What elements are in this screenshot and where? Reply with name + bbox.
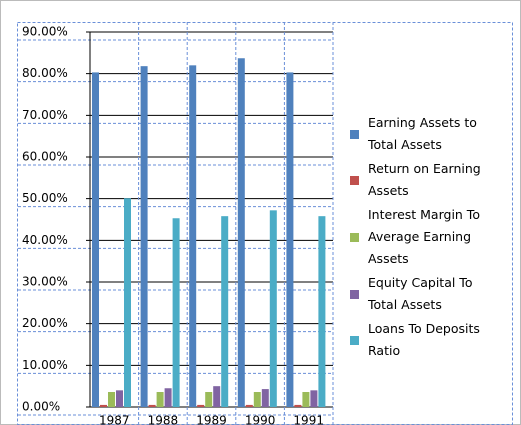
x-tick-label: 1989 — [196, 414, 227, 425]
y-tick-label: 0.00% — [22, 400, 60, 414]
legend-entry: Interest Margin To Average Earning Asset… — [350, 204, 510, 270]
x-tick-label: 1987 — [99, 414, 130, 425]
y-tick-label: 60.00% — [22, 150, 68, 164]
bar — [108, 392, 115, 407]
bar — [286, 72, 294, 408]
y-tick-label: 10.00% — [22, 358, 68, 372]
legend-label: Return on Earning Assets — [368, 161, 481, 198]
bar — [261, 389, 269, 407]
x-tick-label: 1988 — [148, 414, 179, 425]
selection-box — [17, 22, 513, 425]
bar — [116, 390, 123, 407]
bar — [310, 390, 318, 407]
bar — [100, 404, 107, 407]
bar — [148, 404, 156, 407]
bar — [269, 210, 277, 407]
bar — [172, 218, 180, 407]
legend-label: Earning Assets to Total Assets — [368, 115, 477, 152]
bar — [302, 392, 310, 407]
bar — [189, 65, 197, 407]
bar — [205, 392, 213, 407]
y-tick-label: 30.00% — [22, 275, 68, 289]
legend-label: Equity Capital To Total Assets — [368, 275, 473, 312]
y-tick-label: 50.00% — [22, 191, 68, 205]
x-tick-label: 1990 — [245, 414, 276, 425]
bar — [294, 404, 302, 407]
bar — [237, 58, 245, 407]
bar — [140, 66, 148, 408]
legend-entry: Earning Assets to Total Assets — [350, 112, 510, 156]
legend-swatch — [350, 175, 359, 185]
legend-swatch — [350, 289, 359, 299]
bar — [221, 216, 229, 407]
bar — [92, 72, 99, 408]
y-tick-label: 90.00% — [22, 25, 68, 39]
legend: Earning Assets to Total Assets Return on … — [350, 112, 510, 362]
y-tick-label: 20.00% — [22, 316, 68, 330]
legend-swatch — [350, 335, 359, 345]
legend-entry: Equity Capital To Total Assets — [350, 272, 510, 316]
bar — [245, 404, 253, 407]
bar — [318, 216, 326, 407]
legend-swatch — [350, 232, 359, 242]
bar — [197, 404, 205, 407]
bar — [124, 198, 131, 407]
bar — [213, 386, 221, 407]
legend-label: Loans To Deposits Ratio — [368, 321, 480, 358]
bar — [164, 388, 172, 407]
legend-entry: Loans To Deposits Ratio — [350, 318, 510, 362]
y-tick-label: 70.00% — [22, 108, 68, 122]
bar — [156, 392, 164, 407]
x-tick-label: 1991 — [293, 414, 324, 425]
legend-swatch — [350, 129, 359, 139]
legend-label: Interest Margin To Average Earning Asset… — [368, 207, 480, 266]
bar — [253, 392, 261, 407]
legend-entry: Return on Earning Assets — [350, 158, 510, 202]
y-tick-label: 40.00% — [22, 233, 68, 247]
y-tick-label: 80.00% — [22, 66, 68, 80]
